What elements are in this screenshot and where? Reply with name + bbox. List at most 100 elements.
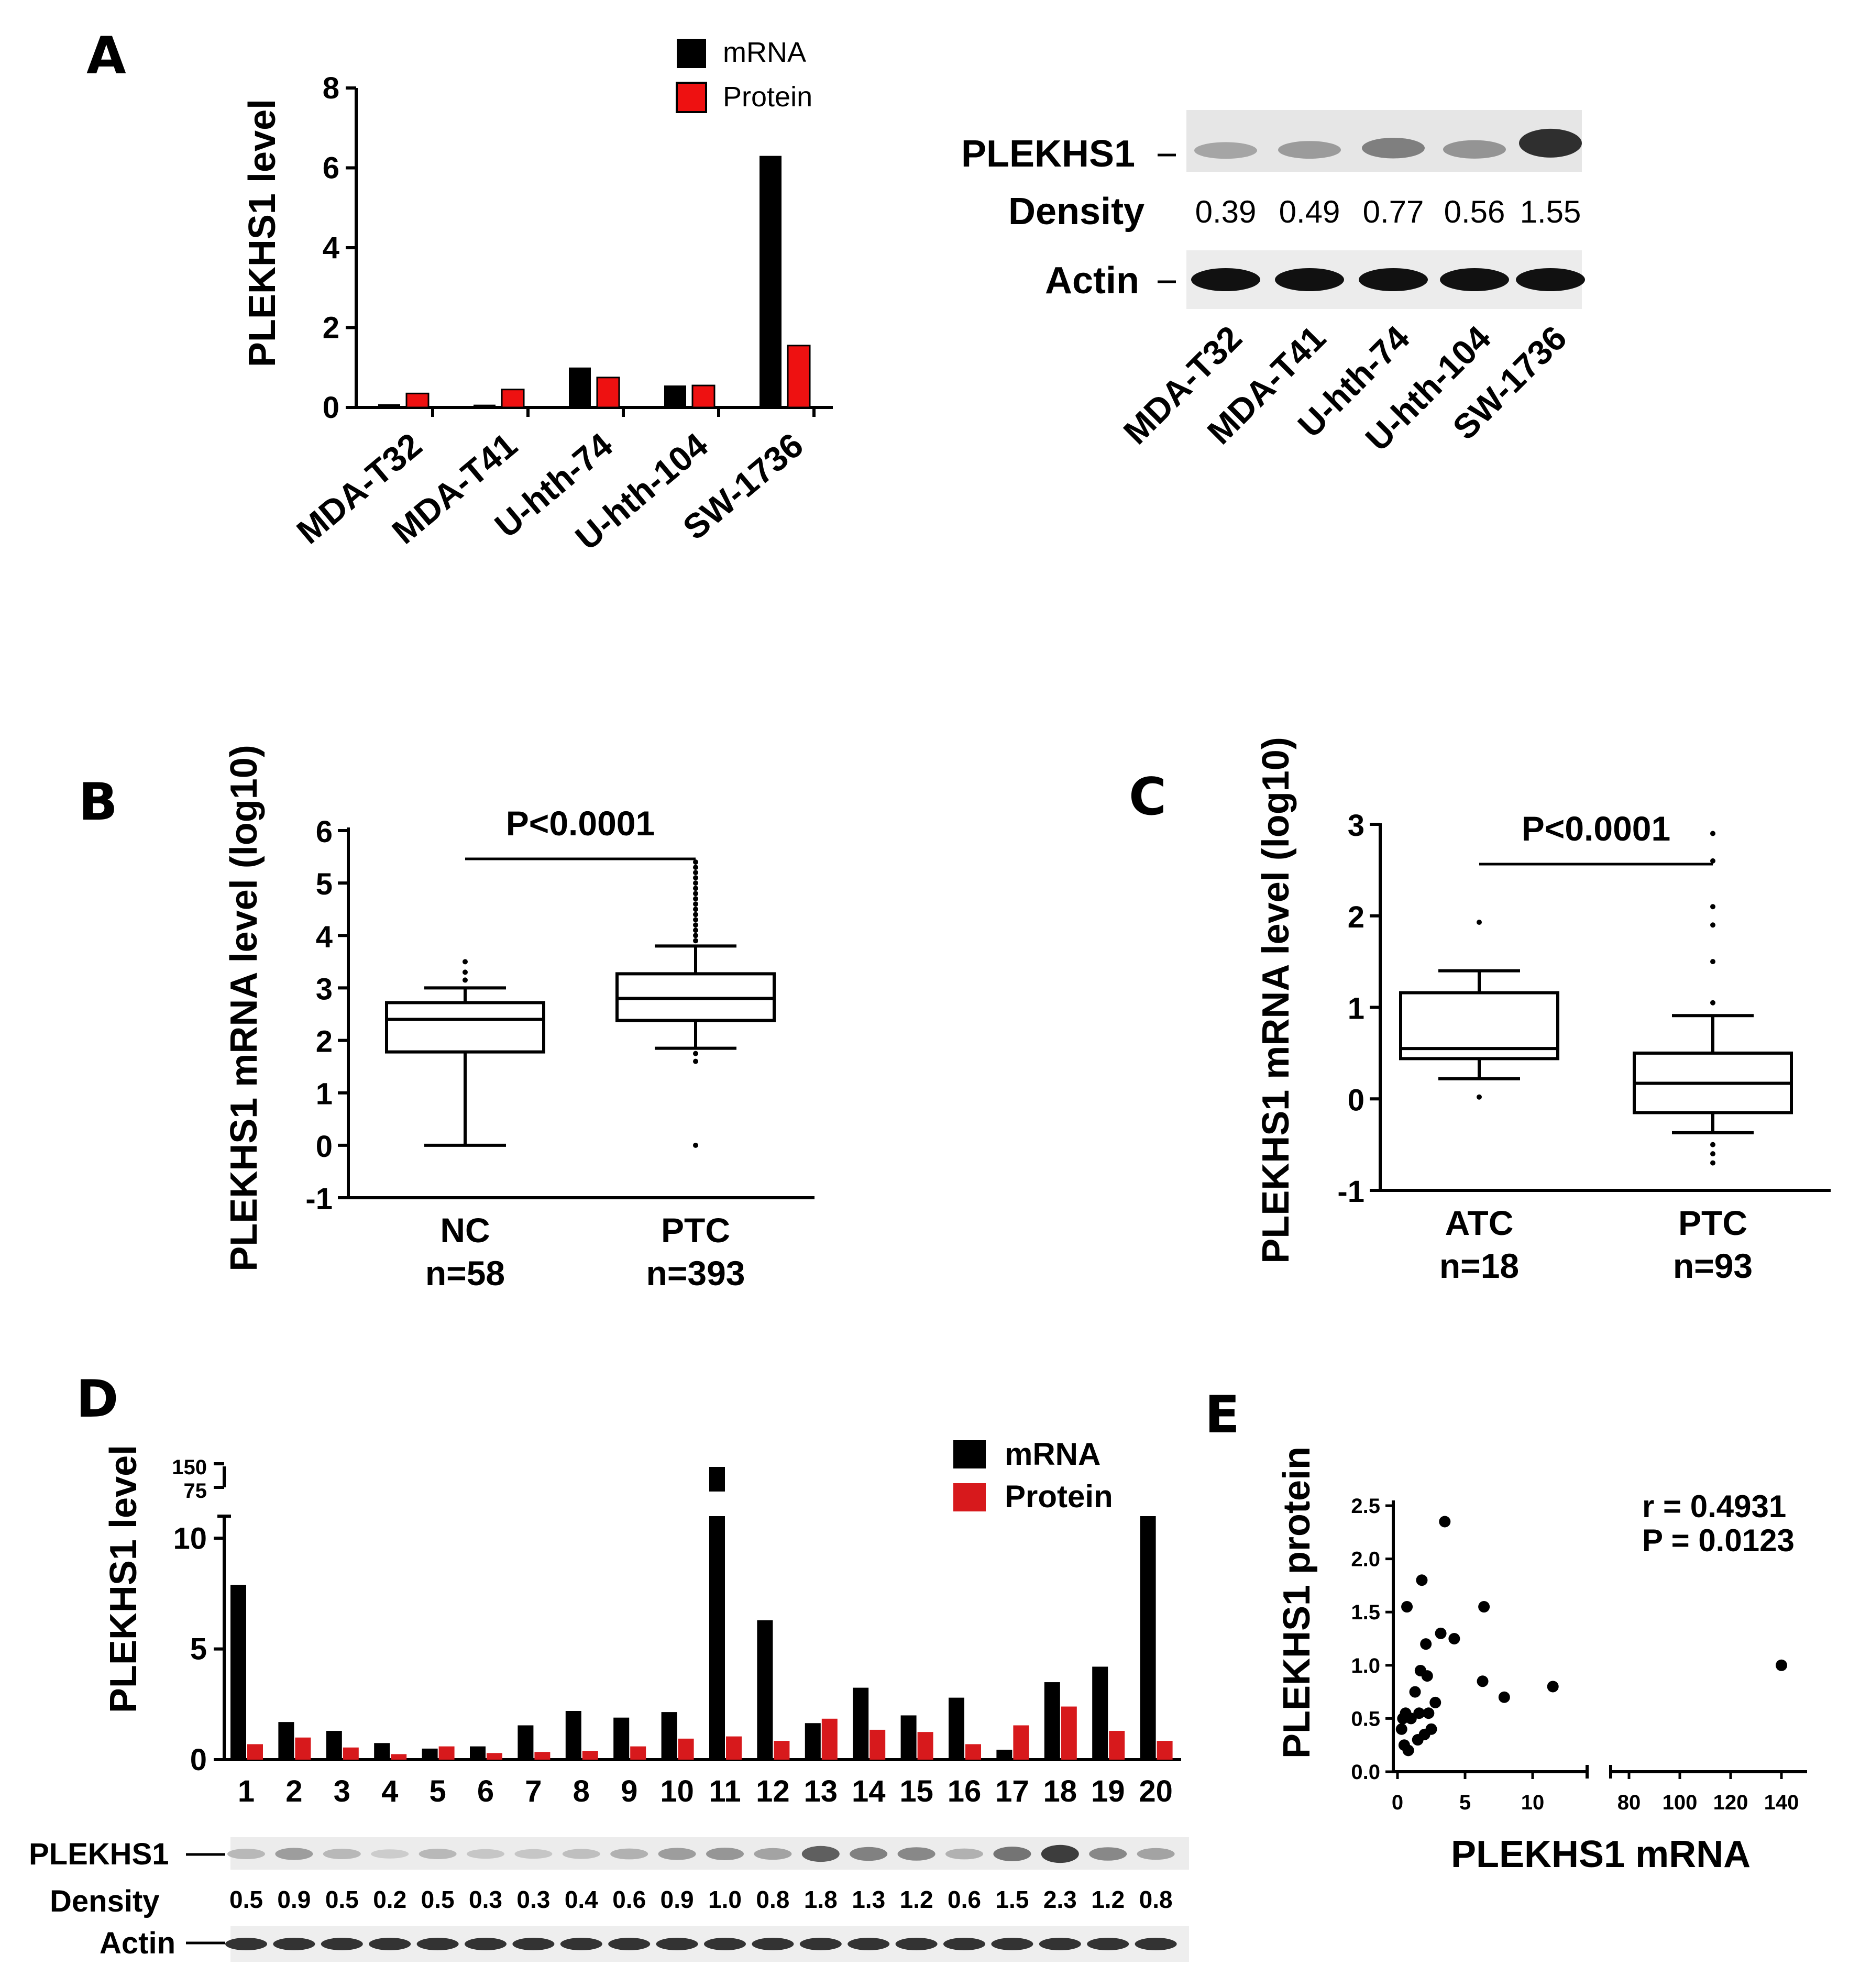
panel-d-legend-protein: Protein [1005,1479,1113,1514]
panel-d-bar-mrna [230,1585,246,1760]
panel-e-point [1401,1601,1413,1613]
panel-a-y-tick-label: 6 [323,151,339,185]
panel-d-blot-band-actin [943,1938,985,1950]
panel-c-outlier [1477,1094,1482,1100]
panel-d-blot-band-plekhs1 [706,1848,744,1860]
panel-c-y-tick-label: 0 [1348,1083,1364,1117]
panel-d-blot-band-actin [704,1938,746,1950]
panel-d-blot-plekhs1-label: PLEKHS1 [29,1837,169,1871]
panel-d-blot-band-plekhs1 [514,1849,553,1859]
panel-d-blot-band-actin [512,1938,555,1950]
panel-b-y-tick-label: 4 [316,920,333,954]
panel-d-blot-band-actin [848,1938,890,1950]
panel-d-density-value: 0.3 [469,1886,502,1913]
panel-b-outlier [693,870,698,876]
panel-d-x-tick-label: 2 [285,1774,302,1808]
panel-d-density-value: 0.6 [948,1886,981,1913]
panel-d-bar-protein [295,1737,311,1760]
panel-d-density-value: 1.5 [995,1886,1029,1913]
panel-d-density-value: 0.9 [661,1886,694,1913]
panel-d-y-tick-label: 5 [190,1632,207,1666]
panel-b-n-label: n=58 [425,1254,505,1293]
panel-d-blot-band-actin [1039,1938,1081,1950]
panel-d-blot-actin-label: Actin [100,1926,175,1960]
panel-d-bar-protein [1061,1706,1077,1760]
panel-d-blot-band-actin [225,1938,267,1950]
panel-e-y-tick-label: 0.0 [1351,1761,1380,1784]
panel-d-bar-mrna [470,1746,486,1760]
panel-a-blot-band-actin [1440,268,1509,291]
panel-e-point [1435,1627,1447,1639]
panel-a-blot-band-actin [1275,268,1344,291]
panel-e-point [1409,1686,1421,1698]
panel-c-n-label: n=18 [1439,1246,1519,1285]
panel-e-y-tick-label: 2.0 [1351,1548,1380,1571]
panel-d-blot-band-actin [416,1938,459,1950]
panel-e-point [1395,1723,1407,1735]
panel-d-x-tick-label: 19 [1091,1774,1125,1808]
panel-d-blot-band-actin [273,1938,315,1950]
panel-e-y-tick-label: 1.5 [1351,1601,1380,1624]
panel-d-blot-band-plekhs1 [1041,1845,1079,1863]
panel-a-blot-band-plekhs1 [1443,140,1506,159]
panel-b: B PLEKHS1 mRNA level (log10) -1 0 1 2 3 4 5 6 NC… [79,745,815,1293]
panel-d-blot-band-plekhs1 [897,1847,935,1861]
panel-e-point [1498,1691,1510,1703]
panel-d-bar-mrna [518,1725,534,1760]
panel-a-y-tick-label: 2 [323,311,339,345]
panel-d-density-value: 0.5 [325,1886,359,1913]
panel-e-point [1416,1574,1428,1586]
panel-c-letter: C [1129,767,1166,827]
panel-d-density-value: 2.3 [1043,1886,1077,1913]
panel-e-x-axis-label: PLEKHS1 mRNA [1451,1834,1751,1875]
panel-e-x-tick-label: 5 [1459,1791,1471,1814]
panel-e-r-value: r = 0.4931 [1642,1489,1786,1524]
panel-d-density-value: 0.6 [612,1886,646,1913]
panel-d-blot-band-actin [465,1938,507,1950]
panel-a-bar-mrna [760,156,782,407]
panel-d-bar-mrna [374,1743,390,1760]
panel-e-point [1420,1638,1432,1650]
panel-c-outlier [1710,959,1715,965]
panel-a-density-value: 0.56 [1444,194,1505,229]
panel-a-bar-protein [691,384,716,408]
panel-d-x-tick-label: 6 [477,1774,494,1808]
panel-e: E PLEKHS1 protein PLEKHS1 mRNA 0.0 0.5 1.0… [1205,1385,1807,1875]
panel-b-y-tick-label: 2 [316,1025,333,1059]
panel-d-bar-protein [678,1738,694,1760]
panel-e-y-tick-label: 2.5 [1351,1495,1380,1518]
panel-a-legend-protein: Protein [723,81,812,113]
panel-c-y-tick-label: 2 [1348,900,1364,934]
panel-d-density-value: 0.9 [277,1886,311,1913]
panel-b-y-tick-label: 6 [316,815,333,849]
panel-b-outlier [693,1058,698,1064]
panel-a-bar-protein [501,389,525,408]
panel-b-outlier [693,922,698,928]
panel-e-point [1425,1723,1437,1735]
panel-d-blot-band-plekhs1 [323,1849,361,1859]
panel-d-bar-protein [534,1752,551,1760]
panel-a-legend-swatch-mrna [677,39,706,68]
panel-d-x-tick-label: 20 [1139,1774,1173,1808]
panel-c-x-label: ATC [1445,1203,1514,1242]
panel-d-bar-protein [1013,1725,1029,1760]
panel-a-blot-band-plekhs1 [1519,128,1582,158]
panel-b-y-tick-label: 5 [316,867,333,901]
panel-e-point [1402,1744,1414,1757]
panel-a-blot-band-plekhs1 [1278,141,1341,159]
panel-e-letter: E [1205,1385,1240,1445]
panel-d-density-value: 0.5 [229,1886,263,1913]
panel-d-blot-band-actin [1087,1938,1129,1950]
panel-d-blot-band-plekhs1 [850,1847,888,1861]
panel-a-legend-swatch-protein [676,82,707,113]
panel-d-density-value: 0.3 [516,1886,550,1913]
panel-a-bar-protein [787,345,811,408]
panel-b-outlier [463,969,468,975]
panel-d-bar-mrna [949,1697,964,1760]
panel-d-bar-mrna [996,1749,1012,1760]
panel-d-density-value: 0.2 [373,1886,406,1913]
panel-d-y-tick-label: 10 [173,1521,207,1555]
panel-b-outlier [693,1051,698,1056]
panel-d-blot-band-plekhs1 [945,1848,983,1860]
